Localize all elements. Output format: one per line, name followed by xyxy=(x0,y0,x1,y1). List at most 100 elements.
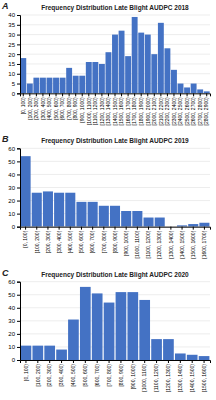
y-tick-label: 15 xyxy=(8,61,15,67)
y-tick-mark xyxy=(17,25,20,26)
y-tick-label: 10 xyxy=(8,71,15,77)
bar xyxy=(188,224,198,227)
y-tick: 50 xyxy=(8,159,20,165)
x-tick-mark xyxy=(37,360,38,363)
y-tick: 30 xyxy=(8,318,20,324)
x-tick: [700, 800) xyxy=(66,93,72,120)
grid-line xyxy=(20,15,210,16)
bar xyxy=(132,211,142,227)
x-tick-mark xyxy=(25,227,26,230)
x-tick-label: [400, 500) xyxy=(67,230,73,253)
x-tick-label: [2700, 2800) xyxy=(197,97,203,125)
x-tick-label: [300, 400) xyxy=(40,97,46,120)
x-tick: [1600, 1700) xyxy=(201,227,207,259)
x-tick: [1300, 1400) xyxy=(177,360,183,392)
y-tick-mark xyxy=(17,360,20,361)
x-tick: [1800, 1900) xyxy=(138,93,144,125)
y-tick-label: 10 xyxy=(8,211,15,217)
y-tick-label: 30 xyxy=(8,32,15,38)
y-tick: 10 xyxy=(8,211,20,217)
y-tick-label: 0 xyxy=(12,91,16,97)
x-tick-mark xyxy=(156,360,157,363)
x-tick-label: [1700, 1800) xyxy=(131,97,137,125)
y-tick-label: 60 xyxy=(8,279,15,285)
x-tick: [1200, 1300) xyxy=(99,93,105,125)
x-tick: [1700, 1800) xyxy=(131,93,137,125)
y-tick-label: 40 xyxy=(8,305,15,311)
x-tick-label: [700, 800) xyxy=(101,230,107,253)
bar xyxy=(132,17,138,93)
x-tick-mark xyxy=(62,93,63,96)
y-tick-mark xyxy=(17,174,20,175)
x-tick-label: [2000, 2100) xyxy=(151,97,157,125)
x-tick: [0, 100) xyxy=(20,93,26,114)
bar xyxy=(145,35,151,94)
y-tick-label: 25 xyxy=(8,42,15,48)
x-tick: [100, 200) xyxy=(27,93,33,120)
x-tick-mark xyxy=(56,93,57,96)
plot-area: 0102030405060[0, 100)[100, 200)[200, 300… xyxy=(8,146,210,259)
y-tick-mark xyxy=(17,93,20,94)
x-tick-label: [200, 300) xyxy=(45,230,51,253)
y-tick: 10 xyxy=(8,71,20,77)
x-tick: [1600, 1700) xyxy=(125,93,131,125)
bar xyxy=(199,223,209,227)
x-tick-mark xyxy=(167,93,168,96)
y-tick: 20 xyxy=(8,198,20,204)
x-tick-mark xyxy=(36,227,37,230)
bar xyxy=(155,218,165,227)
title: Frequency Distribution Late Blight AUDPC… xyxy=(41,137,189,145)
x-tick-mark xyxy=(192,360,193,363)
bar xyxy=(80,287,91,360)
x-tick-mark xyxy=(132,360,133,363)
x-tick-label: [1500, 1600) xyxy=(190,230,196,258)
bar xyxy=(199,356,210,360)
x-tick-mark xyxy=(144,360,145,363)
x-tick-mark xyxy=(134,93,135,96)
x-tick-mark xyxy=(204,227,205,230)
x-tick: [300, 400) xyxy=(56,227,62,254)
x-tick: [700, 800) xyxy=(101,227,107,254)
grid-line xyxy=(20,148,210,149)
grid xyxy=(20,15,210,93)
grid xyxy=(20,148,210,226)
y-tick-mark xyxy=(17,15,20,16)
x-tick: [800, 900) xyxy=(112,227,118,254)
bar xyxy=(171,70,177,94)
y-tick: 0 xyxy=(12,357,20,363)
y-tick-mark xyxy=(17,321,20,322)
x-tick-label: [2400, 2500) xyxy=(177,97,183,125)
grid-line xyxy=(20,333,210,334)
y-tick-label: 20 xyxy=(8,198,15,204)
x-tick: [1100, 1200) xyxy=(145,227,151,259)
y-tick-label: 35 xyxy=(8,22,15,28)
x-axis: [0, 100)[100, 200)[200, 300)[300, 400)[4… xyxy=(20,93,210,125)
x-tick-label: [2200, 2300) xyxy=(164,97,170,125)
bar xyxy=(197,89,203,93)
x-tick-label: [100, 200) xyxy=(35,364,41,387)
bar xyxy=(27,84,33,94)
x-tick-label: [1600, 1700) xyxy=(201,230,207,258)
x-tick-label: [300, 400) xyxy=(56,230,62,253)
x-tick: [2300, 2400) xyxy=(171,93,177,125)
x-tick: [2600, 2700) xyxy=(190,93,196,125)
x-tick-mark xyxy=(148,227,149,230)
x-tick-mark xyxy=(82,93,83,96)
x-tick-label: [100, 200) xyxy=(34,230,40,253)
x-tick-mark xyxy=(206,93,207,96)
x-tick-mark xyxy=(120,360,121,363)
y-tick-label: 10 xyxy=(8,344,15,350)
x-tick: [1000, 1100) xyxy=(141,360,147,392)
y-tick-label: 0 xyxy=(12,357,16,363)
bar xyxy=(47,78,53,94)
x-tick: [1000, 1100) xyxy=(86,93,92,125)
x-tick: [2800, 2900) xyxy=(203,93,209,125)
x-tick-mark xyxy=(193,93,194,96)
x-tick-label: [1000, 1100) xyxy=(86,97,92,125)
x-tick: [100, 200) xyxy=(35,360,41,387)
y-tick-label: 0 xyxy=(12,224,16,230)
title: Frequency Distribution Late Blight AUDPC… xyxy=(41,271,189,279)
y-tick: 60 xyxy=(8,146,20,152)
x-tick-mark xyxy=(108,93,109,96)
y-tick-mark xyxy=(17,54,20,55)
